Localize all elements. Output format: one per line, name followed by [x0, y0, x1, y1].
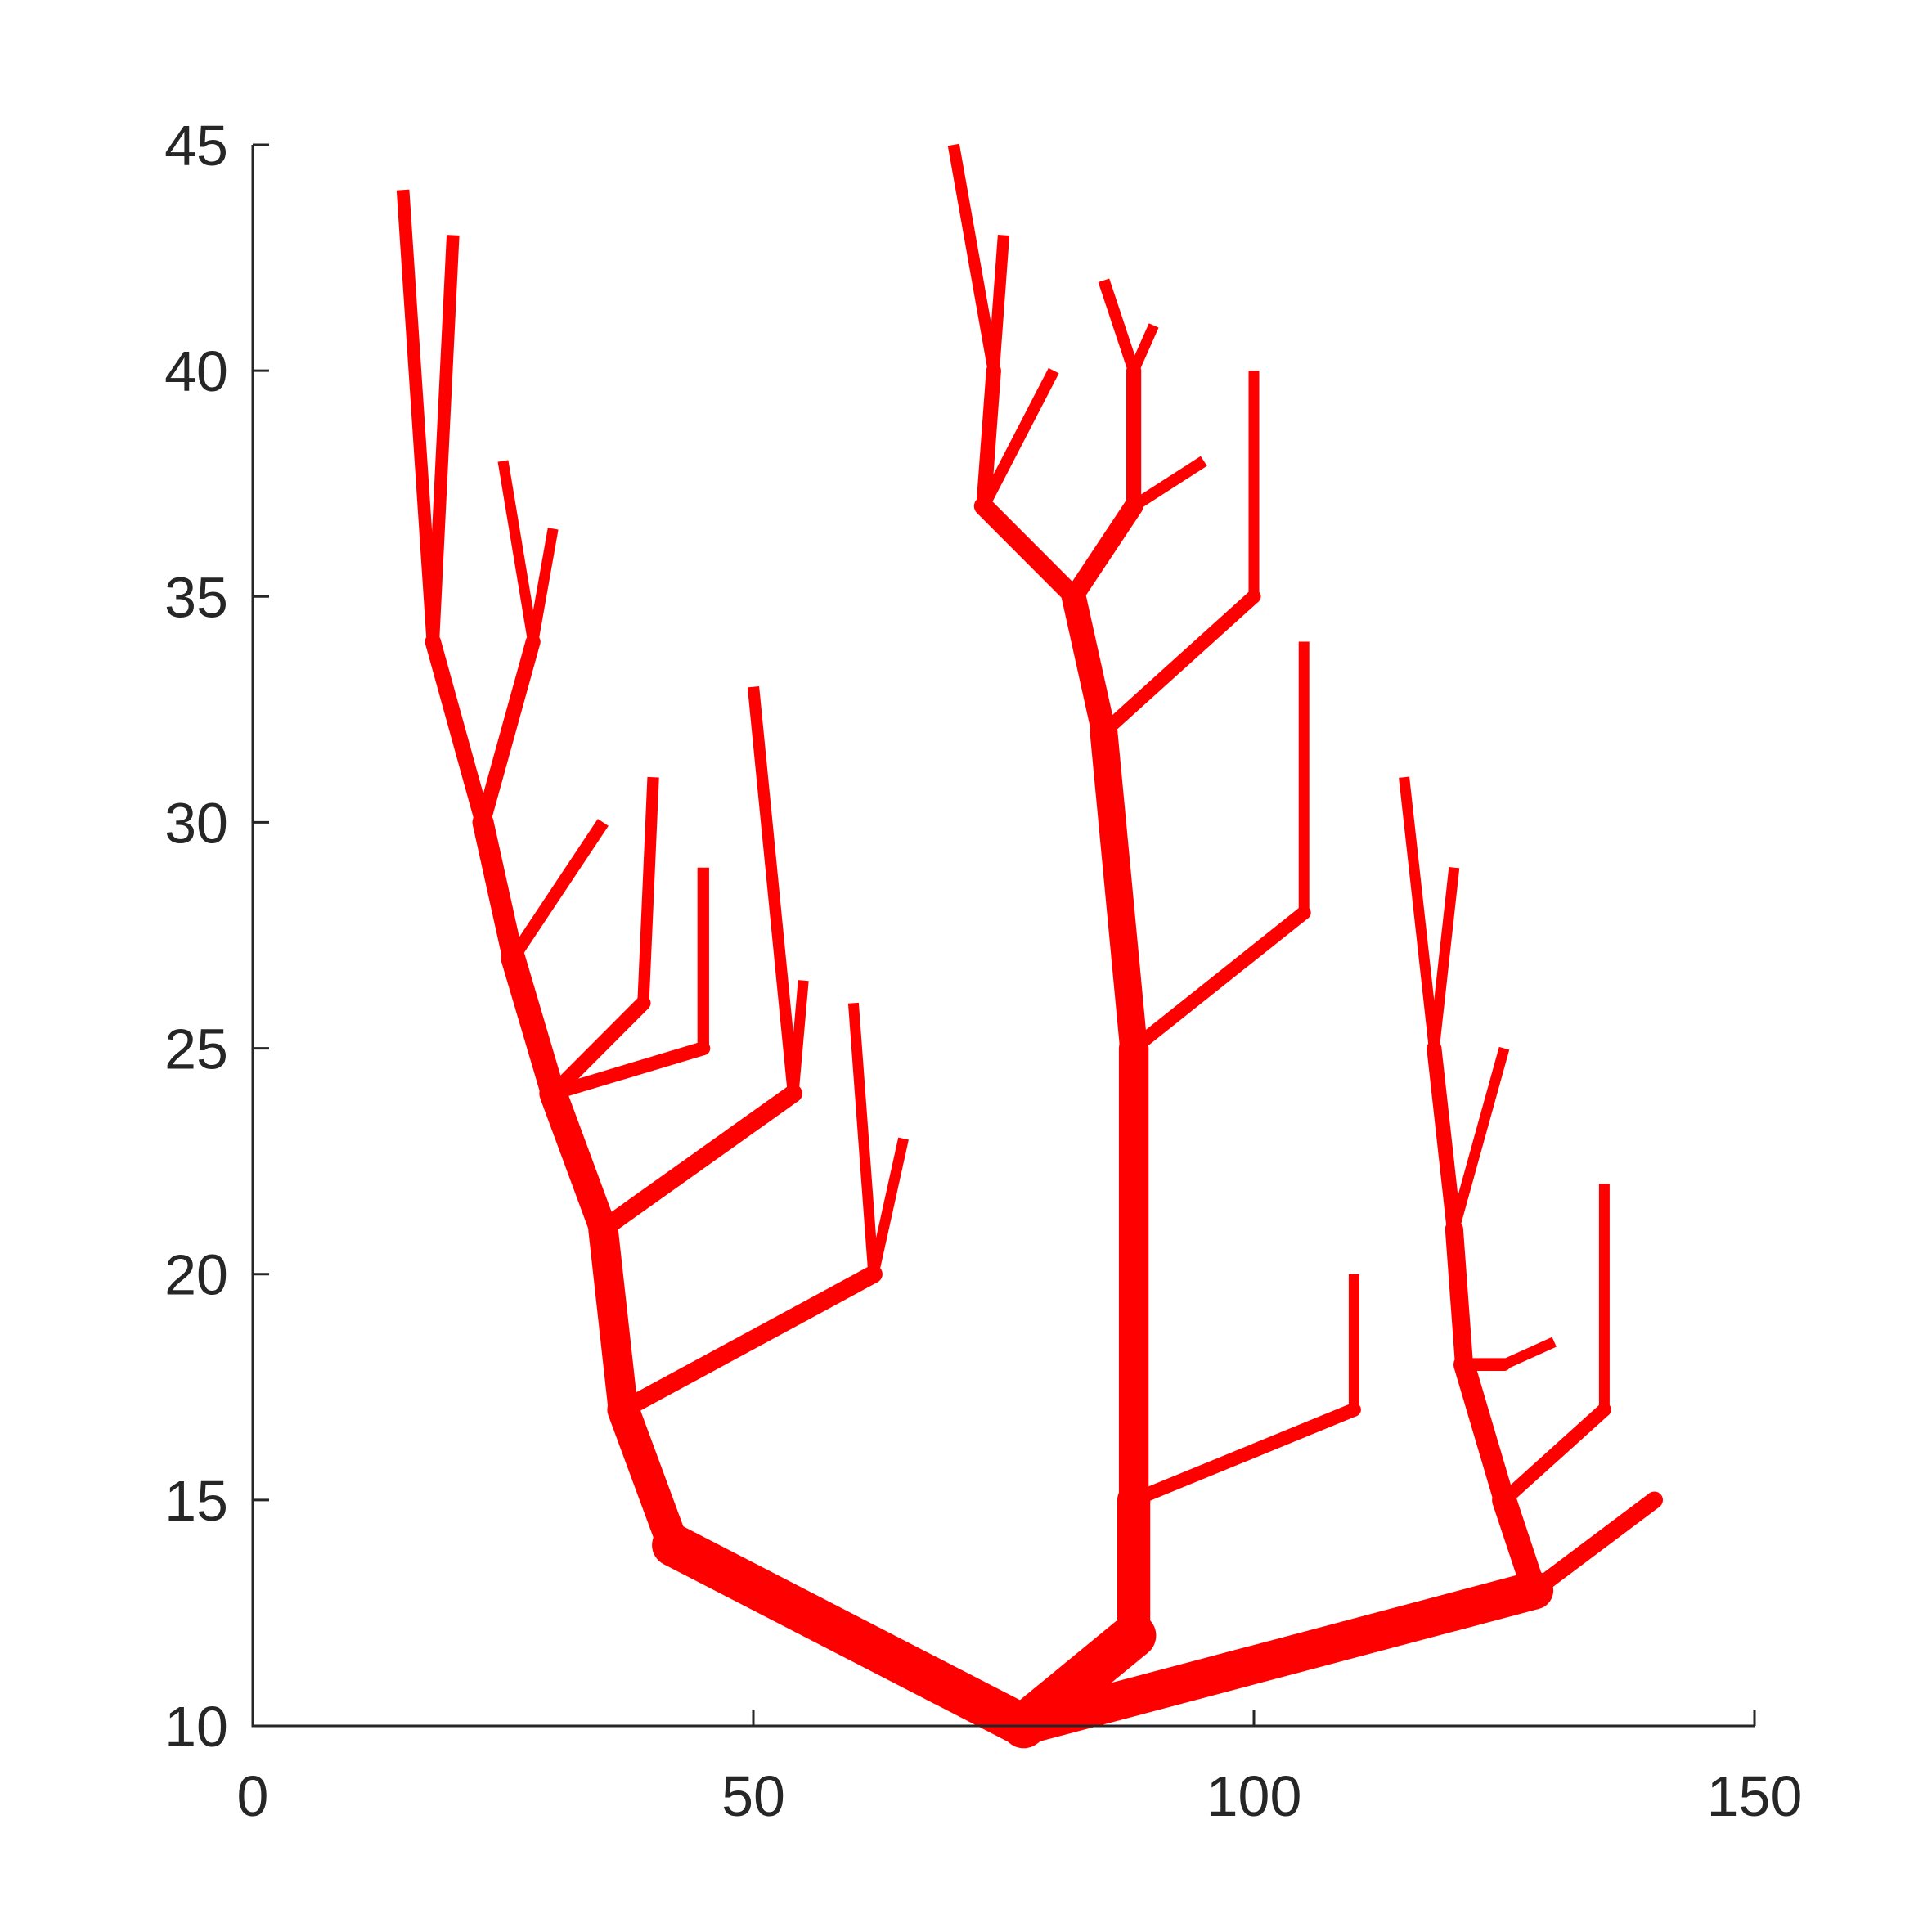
branch-node — [1453, 1354, 1475, 1376]
branch-segment — [501, 954, 565, 1098]
branch-segment — [1499, 1404, 1610, 1506]
axis-lines — [251, 145, 1755, 1728]
branch-node — [1445, 1220, 1463, 1238]
branch-segment — [1428, 866, 1460, 1049]
branch-segment — [1453, 1361, 1515, 1503]
branch-segment — [597, 1085, 799, 1237]
branch-node — [1126, 363, 1142, 379]
branch-node — [1090, 718, 1118, 746]
branch-node — [539, 1079, 568, 1108]
branch-node — [864, 1265, 883, 1283]
branch-node — [607, 1393, 640, 1426]
branch-node — [973, 496, 994, 516]
branch-node — [425, 633, 442, 650]
branch-segment — [788, 980, 809, 1094]
branch-node — [1597, 1402, 1611, 1417]
y-tick-label: 25 — [164, 1018, 228, 1081]
y-axis-ticks: 10 15 20 25 30 35 40 45 — [164, 114, 269, 1759]
branch-segment — [868, 1137, 909, 1276]
branch-segment — [1018, 1571, 1539, 1745]
x-tick-label: 100 — [1206, 1764, 1302, 1828]
branch-segment — [1129, 323, 1159, 373]
branch-node — [1498, 1358, 1511, 1371]
branch-segment — [528, 528, 559, 643]
y-tick-label: 40 — [164, 339, 228, 403]
branch-node — [1124, 496, 1143, 516]
branch-segment — [987, 234, 1010, 371]
branch-segment — [847, 1002, 879, 1275]
branch-segment — [588, 1227, 638, 1412]
branch-segment — [977, 499, 1081, 604]
branch-segment — [1129, 907, 1309, 1054]
branch-node — [1061, 584, 1086, 609]
x-tick-label: 150 — [1707, 1764, 1803, 1828]
branch-node — [1427, 1040, 1442, 1056]
branch-segment — [1098, 278, 1139, 373]
branch-segment — [497, 460, 539, 643]
branch-segment — [1130, 1403, 1357, 1507]
branch-segment — [1529, 1493, 1660, 1597]
branch-node — [1111, 1613, 1157, 1658]
branches — [396, 143, 1663, 1749]
y-tick-label: 45 — [164, 114, 228, 177]
branch-segment — [475, 640, 541, 824]
branch-segment — [425, 639, 491, 825]
y-tick-label: 35 — [164, 565, 228, 629]
branch-node — [1646, 1491, 1663, 1509]
y-tick-label: 30 — [164, 791, 228, 855]
branch-segment — [472, 820, 523, 960]
axes: 0 50 100 150 10 15 20 25 30 35 40 45 — [164, 114, 1802, 1828]
branch-segment — [547, 997, 649, 1099]
branch-segment — [1445, 1228, 1474, 1366]
branch-segment — [1065, 501, 1142, 602]
branch-segment — [1449, 1046, 1510, 1231]
branch-segment — [618, 1265, 878, 1418]
branch-segment — [1099, 591, 1259, 738]
branch-segment — [976, 370, 1001, 507]
y-tick-label: 20 — [164, 1243, 228, 1307]
branch-segment — [550, 1041, 706, 1100]
branch-segment — [426, 235, 460, 642]
branch-node — [1492, 1488, 1516, 1512]
branch-node — [1346, 1402, 1361, 1417]
branch-segment — [978, 367, 1059, 510]
branch-node — [1118, 1033, 1149, 1063]
branch-node — [784, 1084, 802, 1103]
branch-node — [1515, 1570, 1554, 1610]
branch-node — [636, 995, 651, 1011]
branch-segment — [540, 1088, 617, 1234]
branch-node — [525, 634, 541, 649]
branch-node — [501, 946, 526, 970]
branch-segment — [1399, 776, 1440, 1049]
branch-segment — [637, 776, 659, 1004]
branch-segment — [747, 685, 800, 1094]
branch-segment — [396, 189, 440, 643]
branch-segment — [663, 1525, 1034, 1746]
x-tick-label: 0 — [237, 1764, 269, 1828]
x-tick-label: 50 — [721, 1764, 785, 1828]
branch-node — [1296, 905, 1311, 920]
branch-node — [472, 811, 494, 833]
branch-segment — [608, 1404, 689, 1551]
x-axis-ticks: 0 50 100 150 — [237, 1710, 1803, 1828]
y-tick-label: 10 — [164, 1695, 228, 1759]
branch-segment — [1130, 456, 1207, 511]
branch-segment — [507, 819, 609, 962]
branch-node — [1247, 589, 1261, 604]
branch-segment — [1090, 730, 1148, 1050]
branch-node — [696, 1041, 711, 1056]
branch-node — [588, 1214, 618, 1244]
branch-node — [986, 363, 1001, 379]
branch-segment — [1502, 1337, 1557, 1370]
branch-segment — [1062, 594, 1116, 735]
y-tick-label: 15 — [164, 1469, 228, 1533]
branch-node — [1117, 1483, 1151, 1517]
branch-segment — [1427, 1047, 1462, 1230]
branch-segment — [947, 143, 1000, 372]
branch-node — [652, 1524, 695, 1567]
